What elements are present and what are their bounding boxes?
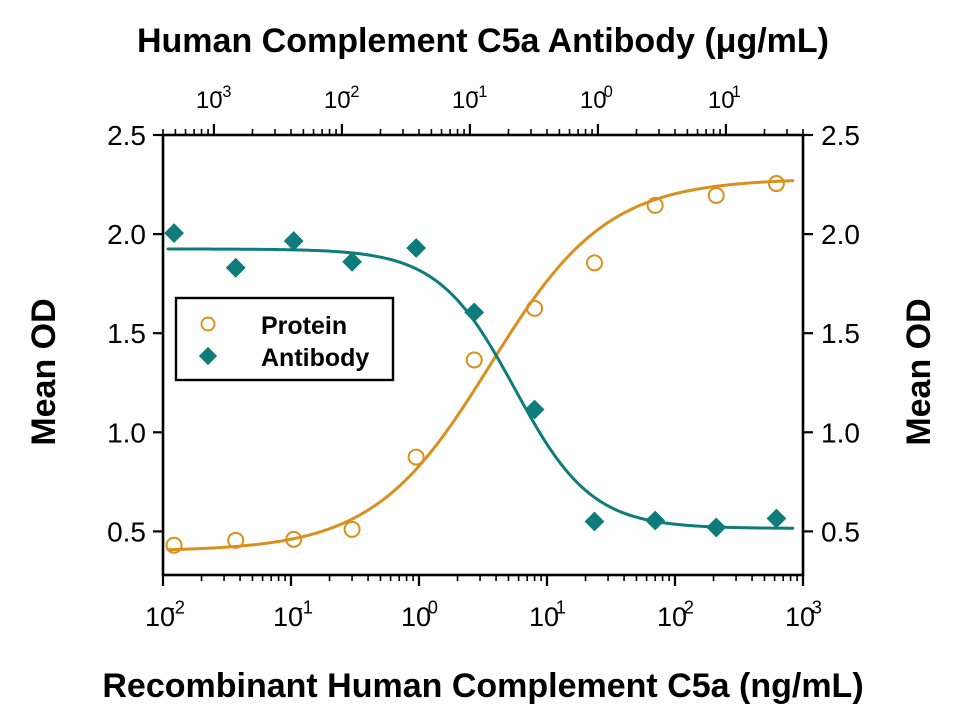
tick-label-mantissa: 10: [273, 602, 303, 632]
legend-label-protein: Protein: [261, 312, 347, 340]
top-axis-tick-label: 10-1: [452, 83, 488, 114]
tick-label-mantissa: 10: [196, 87, 223, 114]
data-point-protein: [285, 530, 303, 548]
y-axis-tick-label-right: 1.0: [821, 417, 860, 448]
legend-marker-antibody: [198, 346, 218, 366]
legend-label-antibody: Antibody: [261, 344, 369, 372]
data-point-protein: [165, 536, 183, 554]
data-point-protein: [526, 299, 544, 317]
y-axis-tick-label-left: 1.5: [107, 318, 146, 349]
data-point-protein: [343, 520, 361, 538]
data-point-protein: [646, 196, 664, 214]
tick-label-exponent: -1: [297, 597, 313, 618]
x-axis-tick-label: 100: [401, 597, 438, 632]
y-axis-tick-label-right: 1.5: [821, 318, 860, 349]
y-axis-tick-label-left: 1.0: [107, 417, 146, 448]
fit-curve-protein: [166, 179, 795, 552]
tick-label-exponent: 0: [428, 597, 438, 618]
data-point-protein: [227, 531, 245, 549]
x-axis-tick-label: 10-2: [145, 597, 185, 632]
data-point-antibody: [342, 251, 362, 272]
tick-label-exponent: 3: [812, 597, 822, 618]
tick-label-exponent: -2: [169, 597, 185, 618]
x-axis-tick-label: 101: [529, 597, 566, 632]
y-axis-tick-label-left: 2.0: [107, 219, 146, 250]
fit-curve-antibody: [166, 247, 795, 530]
tick-label-exponent: -3: [217, 83, 232, 101]
top-axis-tick-label: 10-2: [324, 83, 360, 114]
tick-label-exponent: -1: [473, 83, 488, 101]
tick-label-mantissa: 10: [657, 602, 687, 632]
x-axis-tick-label: 10-1: [273, 597, 313, 632]
data-point-protein: [707, 186, 725, 204]
x-axis-tick-label: 102: [657, 597, 694, 632]
tick-label-exponent: 2: [684, 597, 694, 618]
data-point-protein: [767, 175, 785, 193]
tick-label-mantissa: 10: [324, 87, 351, 114]
top-axis-tick-label: 10-3: [196, 83, 232, 114]
legend-box: [174, 296, 395, 382]
tick-label-mantissa: 10: [145, 602, 175, 632]
y-axis-tick-label-left: 0.5: [107, 516, 146, 547]
data-point-antibody: [464, 302, 485, 323]
y-axis-title-left: Mean OD: [25, 298, 63, 445]
tick-label-exponent: -2: [345, 83, 360, 101]
tick-label-exponent: 1: [556, 597, 566, 618]
x-axis-title: Recombinant Human Complement C5a (ng/mL): [102, 667, 863, 705]
y-axis-title-right: Mean OD: [900, 298, 938, 445]
data-point-protein: [465, 351, 483, 369]
tick-label-mantissa: 10: [529, 602, 559, 632]
data-point-antibody: [283, 231, 304, 251]
x-axis-tick-label: 103: [785, 597, 822, 632]
tick-label-exponent: 1: [732, 83, 741, 101]
tick-label-mantissa: 10: [580, 87, 607, 114]
data-point-antibody: [706, 517, 727, 538]
data-point-antibody: [584, 511, 605, 532]
y-axis-tick-label-left: 2.5: [107, 120, 146, 151]
tick-label-mantissa: 10: [452, 87, 479, 114]
tick-label-mantissa: 10: [708, 87, 735, 114]
chart-top-title: Human Complement C5a Antibody (μg/mL): [137, 22, 829, 60]
data-point-protein: [407, 448, 425, 466]
data-point-antibody: [766, 508, 787, 529]
tick-label-mantissa: 10: [401, 602, 431, 632]
top-axis-tick-label: 101: [708, 83, 741, 114]
y-axis-tick-label-right: 2.5: [821, 120, 860, 151]
data-point-antibody: [225, 257, 246, 278]
data-point-antibody: [164, 223, 184, 244]
data-point-antibody: [406, 238, 427, 258]
data-point-antibody: [524, 399, 545, 420]
tick-label-mantissa: 10: [785, 602, 815, 632]
data-point-antibody: [645, 510, 666, 531]
legend-marker-protein: [200, 316, 216, 332]
y-axis-tick-label-right: 2.0: [821, 219, 860, 250]
y-axis-tick-label-right: 0.5: [821, 516, 860, 547]
top-axis-tick-label: 100: [580, 83, 613, 114]
tick-label-exponent: 0: [604, 83, 613, 101]
data-point-protein: [585, 254, 603, 272]
plot-frame: [161, 133, 805, 577]
